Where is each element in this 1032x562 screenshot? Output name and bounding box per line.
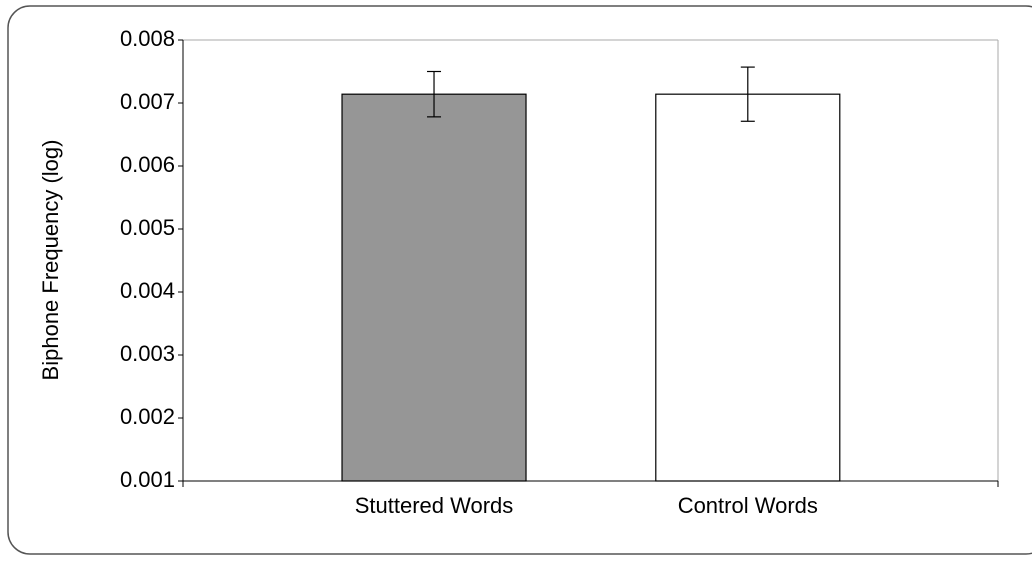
y-tick-label: 0.006 bbox=[120, 152, 175, 177]
bar bbox=[655, 93, 841, 482]
x-tick-label: Stuttered Words bbox=[355, 493, 514, 518]
y-tick-label: 0.001 bbox=[120, 467, 175, 492]
error-bar bbox=[427, 70, 442, 118]
y-tick-label: 0.008 bbox=[120, 26, 175, 51]
y-tick-label: 0.005 bbox=[120, 215, 175, 240]
bar bbox=[341, 93, 527, 482]
y-tick-label: 0.004 bbox=[120, 278, 175, 303]
error-bar bbox=[740, 66, 755, 122]
y-axis-label: Biphone Frequency (log) bbox=[38, 140, 63, 381]
y-tick-label: 0.007 bbox=[120, 89, 175, 114]
chart-frame bbox=[7, 5, 1032, 555]
y-tick-label: 0.002 bbox=[120, 404, 175, 429]
x-tick-label: Control Words bbox=[678, 493, 818, 518]
y-tick-label: 0.003 bbox=[120, 341, 175, 366]
